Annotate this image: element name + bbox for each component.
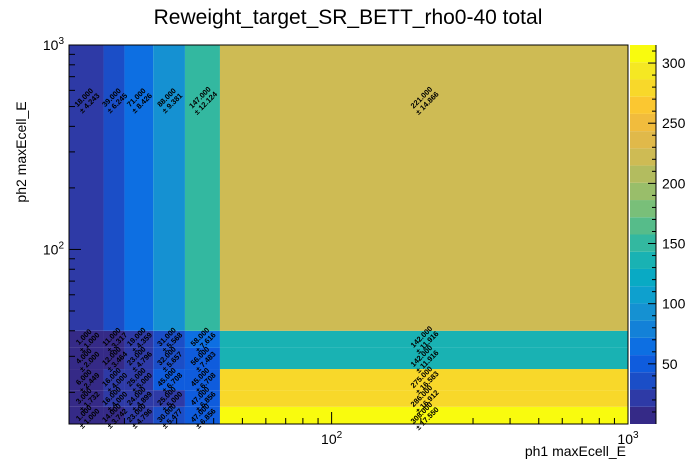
heatmap-cells	[69, 45, 629, 424]
heatmap-cell	[153, 45, 185, 331]
heatmap-cell	[124, 369, 154, 391]
heatmap-cell	[219, 369, 629, 391]
color-scale-band	[630, 165, 656, 183]
heatmap-cell	[103, 369, 125, 391]
color-scale-label: 100	[662, 296, 686, 312]
heatmap-cell	[103, 347, 125, 370]
heatmap-cell	[184, 347, 220, 370]
y-tick-label: 103	[43, 36, 65, 53]
color-scale-label: 50	[662, 356, 678, 372]
heatmap-cell	[153, 330, 185, 348]
color-scale-band	[630, 182, 656, 201]
heatmap-cell	[69, 369, 104, 391]
color-scale-band	[630, 234, 656, 252]
color-scale-label: 200	[662, 175, 686, 191]
color-scale: 50 100 150 200 250 300	[630, 45, 686, 424]
heatmap-cell	[219, 347, 629, 370]
color-scale-band	[630, 355, 656, 373]
color-scale-band	[630, 372, 656, 390]
color-scale-band	[630, 79, 656, 97]
color-scale-band	[630, 303, 656, 321]
color-scale-band	[630, 45, 656, 63]
heatmap-cell	[124, 347, 154, 370]
color-scale-band	[630, 268, 656, 287]
heatmap-cell	[184, 390, 220, 407]
heatmap-cell	[103, 45, 125, 331]
heatmap-cell	[219, 330, 629, 348]
heatmap-cell	[219, 390, 629, 407]
axes: 102 103 102 103	[43, 36, 639, 447]
color-scale-band	[630, 406, 656, 424]
heatmap-cell	[69, 390, 104, 407]
heatmap-cell	[69, 347, 104, 370]
x-axis-title: ph1 maxEcell_E	[525, 443, 626, 459]
heatmap-cell	[69, 330, 104, 348]
heatmap-cell	[124, 330, 154, 348]
color-scale-label: 150	[662, 236, 686, 252]
heatmap-cell	[184, 406, 220, 424]
color-scale-band	[630, 389, 656, 407]
color-scale-band	[630, 251, 656, 269]
heatmap-cell	[153, 390, 185, 407]
heatmap-cell	[124, 406, 154, 424]
heatmap-cell	[103, 330, 125, 348]
heatmap-cell	[124, 45, 154, 331]
x-tick-label: 103	[617, 430, 639, 447]
heatmap-cell	[219, 406, 629, 424]
color-scale-label: 300	[662, 55, 686, 71]
heatmap-cell	[69, 406, 104, 424]
color-scale-band	[630, 62, 656, 80]
color-scale-band	[630, 337, 656, 356]
chart-title: Reweight_target_SR_BETT_rho0-40 total	[154, 6, 543, 29]
heatmap-cell	[153, 347, 185, 370]
heatmap-cell	[153, 369, 185, 391]
heatmap-cell	[103, 406, 125, 424]
heatmap-cell	[184, 369, 220, 391]
color-scale-band	[630, 96, 656, 114]
color-scale-band	[630, 148, 656, 166]
y-axis-title: ph2 maxEcell_E	[13, 101, 29, 202]
heatmap-cell	[124, 390, 154, 407]
heatmap-cell	[184, 45, 220, 331]
plot-frame	[68, 44, 629, 425]
color-scale-band	[630, 113, 656, 132]
color-scale-label: 250	[662, 115, 686, 131]
color-scale-band	[630, 131, 656, 149]
color-scale-band	[630, 320, 656, 338]
heatmap-cell	[103, 390, 125, 407]
y-tick-label: 102	[43, 240, 65, 257]
heatmap-cell	[219, 45, 629, 331]
color-scale-band	[630, 286, 656, 304]
color-scale-band	[630, 217, 656, 235]
x-tick-label: 102	[321, 430, 343, 447]
color-scale-band	[630, 200, 656, 218]
heatmap-cell	[184, 330, 220, 348]
